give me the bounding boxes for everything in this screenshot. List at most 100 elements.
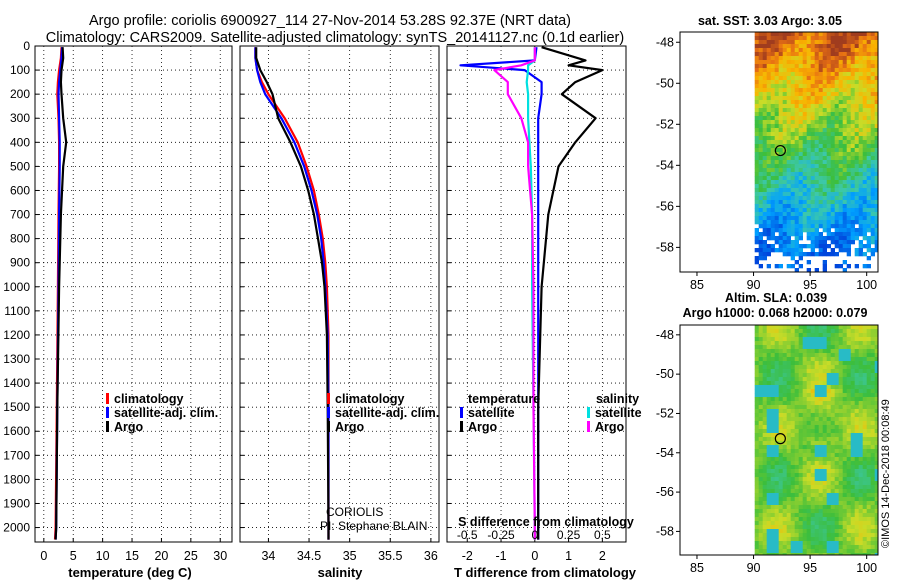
map-cell: [802, 377, 807, 382]
map-cell: [782, 341, 787, 346]
map-cell: [838, 505, 843, 510]
map-cell: [774, 164, 779, 169]
map-cell: [830, 441, 835, 446]
map-cell: [874, 84, 878, 89]
map-cell: [834, 421, 839, 426]
map-cell: [814, 140, 819, 145]
map-cell: [870, 433, 875, 438]
map-cell: [782, 421, 787, 426]
map-cell: [854, 361, 859, 366]
map-cell: [874, 124, 878, 129]
map-cell: [830, 509, 835, 514]
map-cell: [850, 453, 855, 458]
map-cell: [822, 76, 827, 81]
map-cell: [874, 60, 878, 65]
map-cell: [810, 44, 815, 49]
map-cell: [862, 485, 867, 490]
map-cell: [854, 409, 859, 414]
map-cell: [822, 100, 827, 105]
map-cell: [854, 148, 859, 153]
map-cell: [846, 188, 851, 193]
map-cell: [766, 417, 771, 422]
map-cell: [870, 212, 875, 217]
map-cell: [874, 445, 878, 450]
map-cell: [870, 220, 875, 225]
map-cell: [810, 136, 815, 141]
map-cell: [786, 425, 791, 430]
map-cell: [818, 68, 823, 73]
map-cell: [814, 116, 819, 121]
map-cell: [762, 493, 767, 498]
map-cell: [838, 60, 843, 65]
map-cell: [822, 172, 827, 177]
map-cell: [814, 220, 819, 225]
map-cell: [762, 413, 767, 418]
map-cell: [842, 369, 847, 374]
map-cell: [798, 208, 803, 213]
map-cell: [818, 389, 823, 394]
map-cell: [862, 40, 867, 45]
map-cell: [774, 417, 779, 422]
map-cell: [794, 180, 799, 185]
map-cell: [782, 381, 787, 386]
map-cell: [782, 84, 787, 89]
map-cell: [770, 176, 775, 181]
map-cell: [786, 156, 791, 161]
map-cell: [846, 525, 851, 530]
map-cell: [818, 132, 823, 137]
map-cell: [798, 505, 803, 510]
map-cell: [866, 220, 871, 225]
map-cell: [870, 32, 875, 37]
map-cell: [862, 457, 867, 462]
map-cell: [854, 140, 859, 145]
map-cell: [802, 84, 807, 89]
map-cell: [850, 417, 855, 422]
map-cell: [826, 421, 831, 426]
map-cell: [754, 52, 759, 57]
map-cell: [842, 397, 847, 402]
map-cell: [830, 248, 835, 253]
map-cell: [774, 405, 779, 410]
map-cell: [766, 393, 771, 398]
map-cell: [790, 541, 795, 546]
map-cell: [846, 509, 851, 514]
map-cell: [826, 521, 831, 526]
map-cell: [862, 48, 867, 53]
map-cell: [858, 252, 863, 257]
map-cell: [822, 553, 827, 555]
map-cell: [810, 425, 815, 430]
map-cell: [838, 417, 843, 422]
map-cell: [794, 441, 799, 446]
map-cell: [810, 36, 815, 41]
map-cell: [802, 136, 807, 141]
map-cell: [762, 168, 767, 173]
map-cell: [806, 120, 811, 125]
map-cell: [782, 533, 787, 538]
map-cell: [806, 84, 811, 89]
map-cell: [850, 32, 855, 37]
map-cell: [826, 176, 831, 181]
map-cell: [854, 405, 859, 410]
map-cell: [822, 421, 827, 426]
map-cell: [866, 397, 871, 402]
map-cell: [794, 148, 799, 153]
map-cell: [806, 445, 811, 450]
map-cell: [846, 473, 851, 478]
map-cell: [854, 220, 859, 225]
map-cell: [794, 68, 799, 73]
map-cell: [802, 357, 807, 362]
map-cell: [770, 164, 775, 169]
map-cell: [790, 204, 795, 209]
map-cell: [822, 353, 827, 358]
map-cell: [778, 341, 783, 346]
map-cell: [846, 537, 851, 542]
map-cell: [782, 405, 787, 410]
map-cell: [814, 429, 819, 434]
map-cell: [838, 192, 843, 197]
map-cell: [838, 541, 843, 546]
map-cell: [826, 397, 831, 402]
depth-tick-label: 1700: [3, 448, 30, 462]
map-cell: [758, 329, 763, 334]
map-cell: [814, 469, 819, 474]
argo-position-marker: [774, 433, 786, 445]
